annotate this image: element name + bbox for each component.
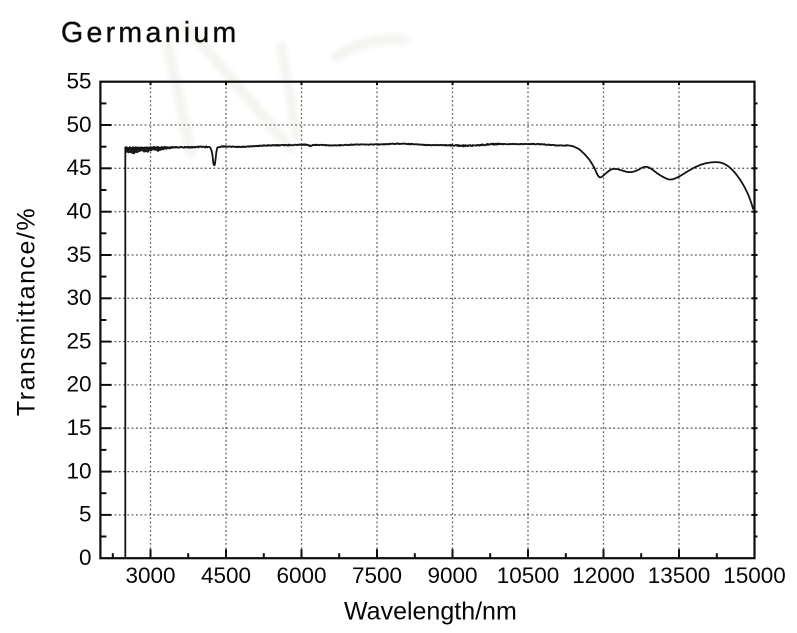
svg-text:13500: 13500 (648, 563, 711, 588)
svg-text:45: 45 (66, 155, 91, 180)
svg-text:12000: 12000 (572, 563, 635, 588)
svg-text:25: 25 (66, 328, 91, 353)
svg-text:15000: 15000 (723, 563, 786, 588)
svg-text:35: 35 (66, 242, 91, 267)
svg-text:Germanium: Germanium (61, 17, 240, 49)
svg-text:3000: 3000 (125, 563, 175, 588)
svg-text:Wavelength/nm: Wavelength/nm (344, 598, 517, 626)
svg-text:15: 15 (66, 415, 91, 440)
svg-text:20: 20 (66, 372, 91, 397)
svg-text:5: 5 (79, 502, 92, 527)
svg-text:30: 30 (66, 285, 91, 310)
svg-text:40: 40 (66, 199, 91, 224)
svg-text:9000: 9000 (427, 563, 477, 588)
svg-text:7500: 7500 (352, 563, 402, 588)
svg-text:0: 0 (79, 545, 92, 570)
svg-text:10500: 10500 (497, 563, 560, 588)
svg-text:55: 55 (66, 69, 91, 94)
svg-text:50: 50 (66, 112, 91, 137)
svg-text:Transmittance/%: Transmittance/% (13, 207, 41, 416)
svg-text:6000: 6000 (276, 563, 326, 588)
svg-text:10: 10 (66, 458, 91, 483)
svg-text:4500: 4500 (201, 563, 251, 588)
